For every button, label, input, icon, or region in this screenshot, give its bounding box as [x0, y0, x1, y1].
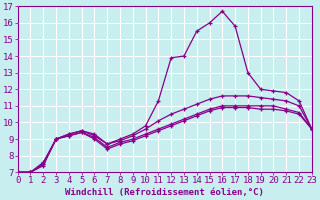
X-axis label: Windchill (Refroidissement éolien,°C): Windchill (Refroidissement éolien,°C): [65, 188, 264, 197]
